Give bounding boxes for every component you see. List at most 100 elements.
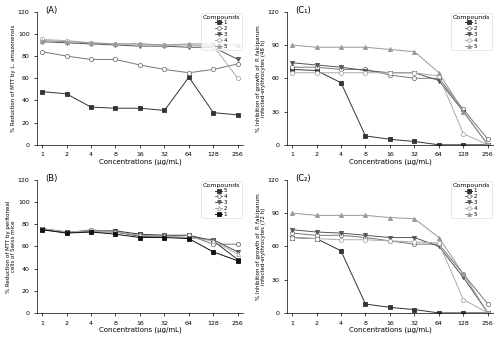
1 xyxy=(289,67,295,72)
1 xyxy=(112,106,118,110)
1 xyxy=(137,106,143,110)
2 xyxy=(338,233,344,237)
Legend: 1, 2, 3, 4, 5: 1, 2, 3, 4, 5 xyxy=(451,181,492,219)
Line: 3: 3 xyxy=(40,40,240,61)
3 xyxy=(186,45,192,49)
4 xyxy=(460,132,466,136)
4 xyxy=(338,238,344,242)
4 xyxy=(387,239,393,243)
5 xyxy=(460,109,466,114)
2 xyxy=(485,137,491,141)
Line: 5: 5 xyxy=(40,226,240,262)
4 xyxy=(64,39,70,43)
2 xyxy=(112,57,118,61)
1 xyxy=(314,237,320,241)
5 xyxy=(338,213,344,217)
4 xyxy=(235,76,241,80)
5 xyxy=(362,45,368,49)
5 xyxy=(137,232,143,236)
2 xyxy=(137,233,143,237)
2 xyxy=(412,76,418,80)
5 xyxy=(362,213,368,217)
1 xyxy=(314,68,320,73)
4 xyxy=(436,241,442,245)
4 xyxy=(137,42,143,46)
1 xyxy=(64,231,70,235)
1 xyxy=(186,237,192,241)
2 xyxy=(210,67,216,72)
3 xyxy=(64,230,70,234)
1 xyxy=(362,134,368,138)
1 xyxy=(88,105,94,109)
5 xyxy=(186,42,192,46)
Line: 4: 4 xyxy=(290,71,490,147)
5 xyxy=(338,45,344,49)
1 xyxy=(210,111,216,115)
Line: 1: 1 xyxy=(40,228,240,263)
Line: 5: 5 xyxy=(40,39,240,47)
3 xyxy=(112,230,118,234)
1 xyxy=(436,143,442,147)
4 xyxy=(88,228,94,232)
2 xyxy=(39,49,45,54)
2 xyxy=(235,62,241,66)
3 xyxy=(387,71,393,75)
3 xyxy=(235,57,241,61)
3 xyxy=(162,44,168,48)
1 xyxy=(460,143,466,147)
1 xyxy=(64,92,70,96)
5 xyxy=(210,42,216,46)
2 xyxy=(289,231,295,235)
4 xyxy=(314,71,320,75)
4 xyxy=(412,71,418,75)
4 xyxy=(64,231,70,235)
4 xyxy=(210,44,216,48)
3 xyxy=(387,236,393,240)
Text: (B): (B) xyxy=(46,174,58,183)
3 xyxy=(485,143,491,147)
4 xyxy=(338,71,344,75)
1 xyxy=(112,232,118,236)
3 xyxy=(210,45,216,49)
Line: 1: 1 xyxy=(290,67,490,147)
3 xyxy=(162,234,168,238)
2 xyxy=(235,252,241,256)
1 xyxy=(162,236,168,240)
1 xyxy=(387,137,393,141)
3 xyxy=(485,311,491,315)
Line: 1: 1 xyxy=(40,75,240,117)
2 xyxy=(162,67,168,72)
4 xyxy=(112,230,118,234)
5 xyxy=(162,43,168,47)
1 xyxy=(186,75,192,79)
5 xyxy=(186,233,192,237)
5 xyxy=(387,216,393,220)
Line: 4: 4 xyxy=(40,37,240,80)
5 xyxy=(289,43,295,47)
3 xyxy=(88,42,94,46)
3 xyxy=(338,65,344,69)
3 xyxy=(460,275,466,279)
4 xyxy=(235,242,241,246)
2 xyxy=(137,63,143,67)
2 xyxy=(485,302,491,306)
1 xyxy=(412,139,418,143)
2 xyxy=(387,73,393,77)
4 xyxy=(362,238,368,242)
3 xyxy=(289,228,295,232)
3 xyxy=(314,230,320,234)
Y-axis label: % Reduction of MTT by L. amazonensis: % Reduction of MTT by L. amazonensis xyxy=(12,25,16,132)
5 xyxy=(64,230,70,234)
Legend: 1, 2, 3, 4, 5: 1, 2, 3, 4, 5 xyxy=(201,13,241,51)
3 xyxy=(112,43,118,47)
2 xyxy=(88,57,94,61)
5 xyxy=(314,45,320,49)
4 xyxy=(210,242,216,246)
2 xyxy=(460,107,466,112)
1 xyxy=(338,81,344,85)
1 xyxy=(485,143,491,147)
1 xyxy=(338,249,344,253)
1 xyxy=(39,89,45,94)
5 xyxy=(436,236,442,240)
2 xyxy=(186,71,192,75)
